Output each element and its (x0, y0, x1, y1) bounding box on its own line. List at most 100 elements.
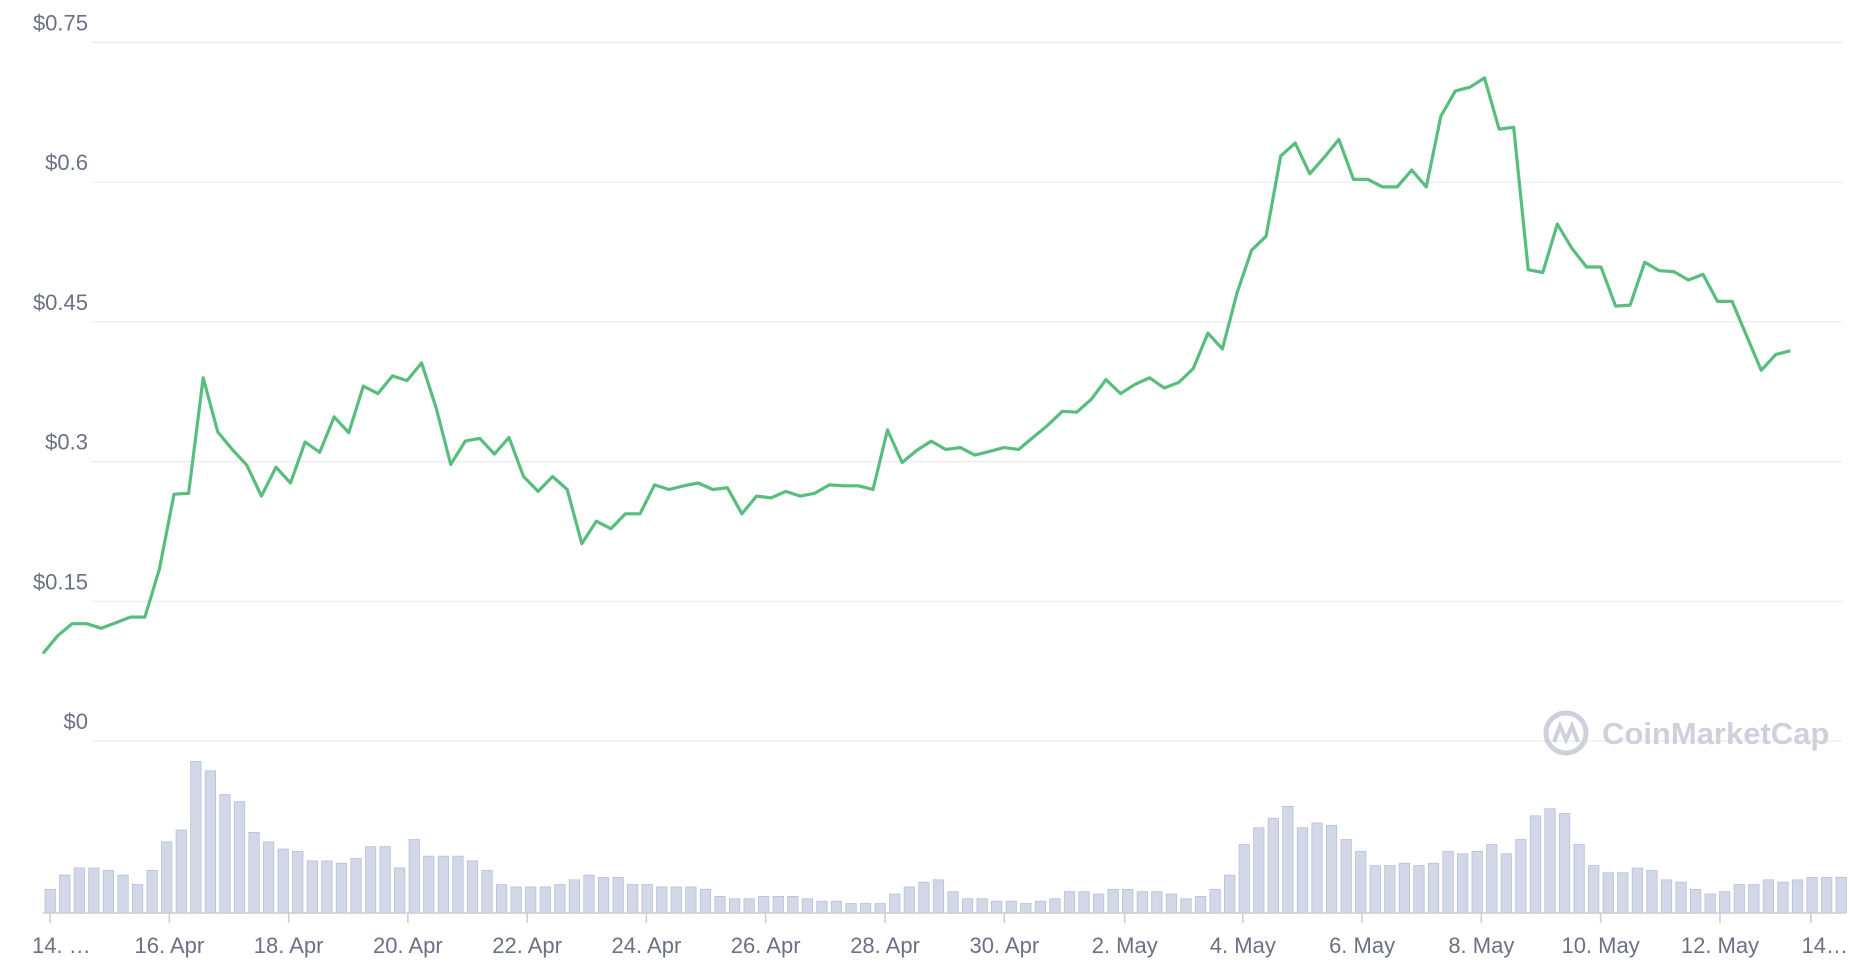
volume-bar (44, 888, 56, 914)
y-tick-label: $0.75 (33, 11, 88, 36)
volume-bar (1369, 865, 1381, 914)
volume-bar (379, 846, 391, 914)
volume-bar (743, 898, 755, 914)
y-tick-label: $0.6 (45, 150, 88, 175)
volume-bar (1457, 853, 1469, 914)
x-tick-label: 18. Apr (254, 933, 324, 958)
volume-bar (947, 891, 959, 914)
volume-bar (277, 848, 289, 914)
volume-bar (175, 829, 187, 914)
volume-bar (1224, 874, 1236, 914)
x-tick-label: 24. Apr (612, 933, 682, 958)
volume-bar (1486, 843, 1498, 914)
volume-bar (1311, 822, 1323, 914)
volume-bar (233, 801, 246, 914)
volume-bar (525, 886, 537, 914)
volume-bar (190, 760, 202, 914)
volume-bar (1471, 851, 1483, 914)
volume-bar (1719, 891, 1731, 914)
volume-bar (321, 860, 333, 914)
volume-bar (1296, 827, 1309, 914)
volume-bar (699, 888, 712, 914)
brand-logo (1543, 710, 1589, 756)
volume-bar (568, 879, 581, 914)
volume-bar (1821, 877, 1833, 914)
volume-bar (932, 879, 945, 914)
volume-bar (1500, 853, 1512, 914)
x-tick-label: 2. May (1092, 933, 1158, 958)
volume-bar (772, 896, 784, 914)
volume-bar (1442, 851, 1454, 914)
volume-bar (1762, 879, 1775, 914)
volume-bar (394, 867, 406, 914)
volume-bar (597, 877, 610, 914)
volume-bar (364, 846, 377, 914)
volume-bar (670, 886, 682, 914)
volume-bar (1238, 843, 1250, 914)
volume-bar (408, 839, 420, 914)
x-tick-label: 20. Apr (373, 933, 443, 958)
volume-bar (117, 874, 129, 914)
volume-bar (714, 896, 726, 914)
volume-bar (1748, 884, 1760, 914)
volume-bar (1151, 891, 1163, 914)
volume-bar (1646, 869, 1658, 914)
volume-bar (1034, 900, 1046, 914)
volume-bar (1777, 881, 1789, 914)
volume-bar (423, 855, 435, 914)
brand-name: CoinMarketCap (1602, 716, 1829, 751)
x-tick-label: 14. … (32, 933, 91, 958)
volume-bar (481, 869, 493, 914)
volume-bar (1413, 865, 1425, 914)
volume-bar (758, 896, 770, 914)
volume-bar (845, 903, 857, 914)
volume-bar (1005, 900, 1017, 914)
volume-bar (889, 893, 901, 914)
volume-bar (1806, 877, 1818, 914)
y-tick-label: $0 (64, 709, 88, 734)
volume-bar (1529, 815, 1542, 914)
volume-bar (1602, 872, 1614, 914)
x-tick-label: 30. Apr (969, 933, 1039, 958)
volume-bar (539, 886, 551, 914)
volume-bar (1049, 898, 1061, 914)
volume-bar (554, 884, 566, 914)
volume-bar (1384, 865, 1396, 914)
volume-bar (918, 881, 930, 914)
volume-bar (1427, 862, 1440, 914)
volume-bar (1253, 827, 1265, 914)
volume-bar (204, 770, 216, 914)
x-tick-label: 6. May (1329, 933, 1395, 958)
volume-bar (131, 884, 144, 914)
price-line (41, 76, 1791, 655)
volume-bar (1325, 824, 1338, 914)
x-tick-label: 26. Apr (731, 933, 801, 958)
volume-bar (860, 903, 872, 914)
volume-bar (1340, 839, 1352, 914)
volume-bar (874, 903, 886, 914)
volume-bar (306, 860, 318, 914)
volume-bar (1675, 881, 1687, 914)
volume-bar (1093, 893, 1105, 914)
x-tick-label: 22. Apr (492, 933, 562, 958)
volume-bar (335, 862, 348, 914)
volume-bar (1267, 817, 1279, 914)
volume-bar (1209, 888, 1221, 914)
volume-bar (583, 874, 595, 914)
volume-bar (1558, 813, 1571, 914)
volume-bar (452, 855, 464, 914)
volume-bar (1398, 862, 1410, 914)
volume-bar (73, 867, 85, 914)
volume-bar (1136, 891, 1148, 914)
volume-bar (1704, 893, 1716, 914)
volume-bar (641, 884, 653, 914)
volume-bar (437, 855, 449, 914)
plot: $0 $0.15 $0.3 $0.45 $0.6 $0.75 14. … 16. Apr 18.… (32, 11, 1848, 959)
x-tick-label: 12. May (1681, 933, 1759, 958)
volume-bar (248, 832, 260, 914)
volume-bar (1631, 867, 1643, 914)
volume-bar (1063, 891, 1076, 914)
volume-bar (1791, 879, 1804, 914)
y-tick-label: $0.45 (33, 290, 88, 315)
